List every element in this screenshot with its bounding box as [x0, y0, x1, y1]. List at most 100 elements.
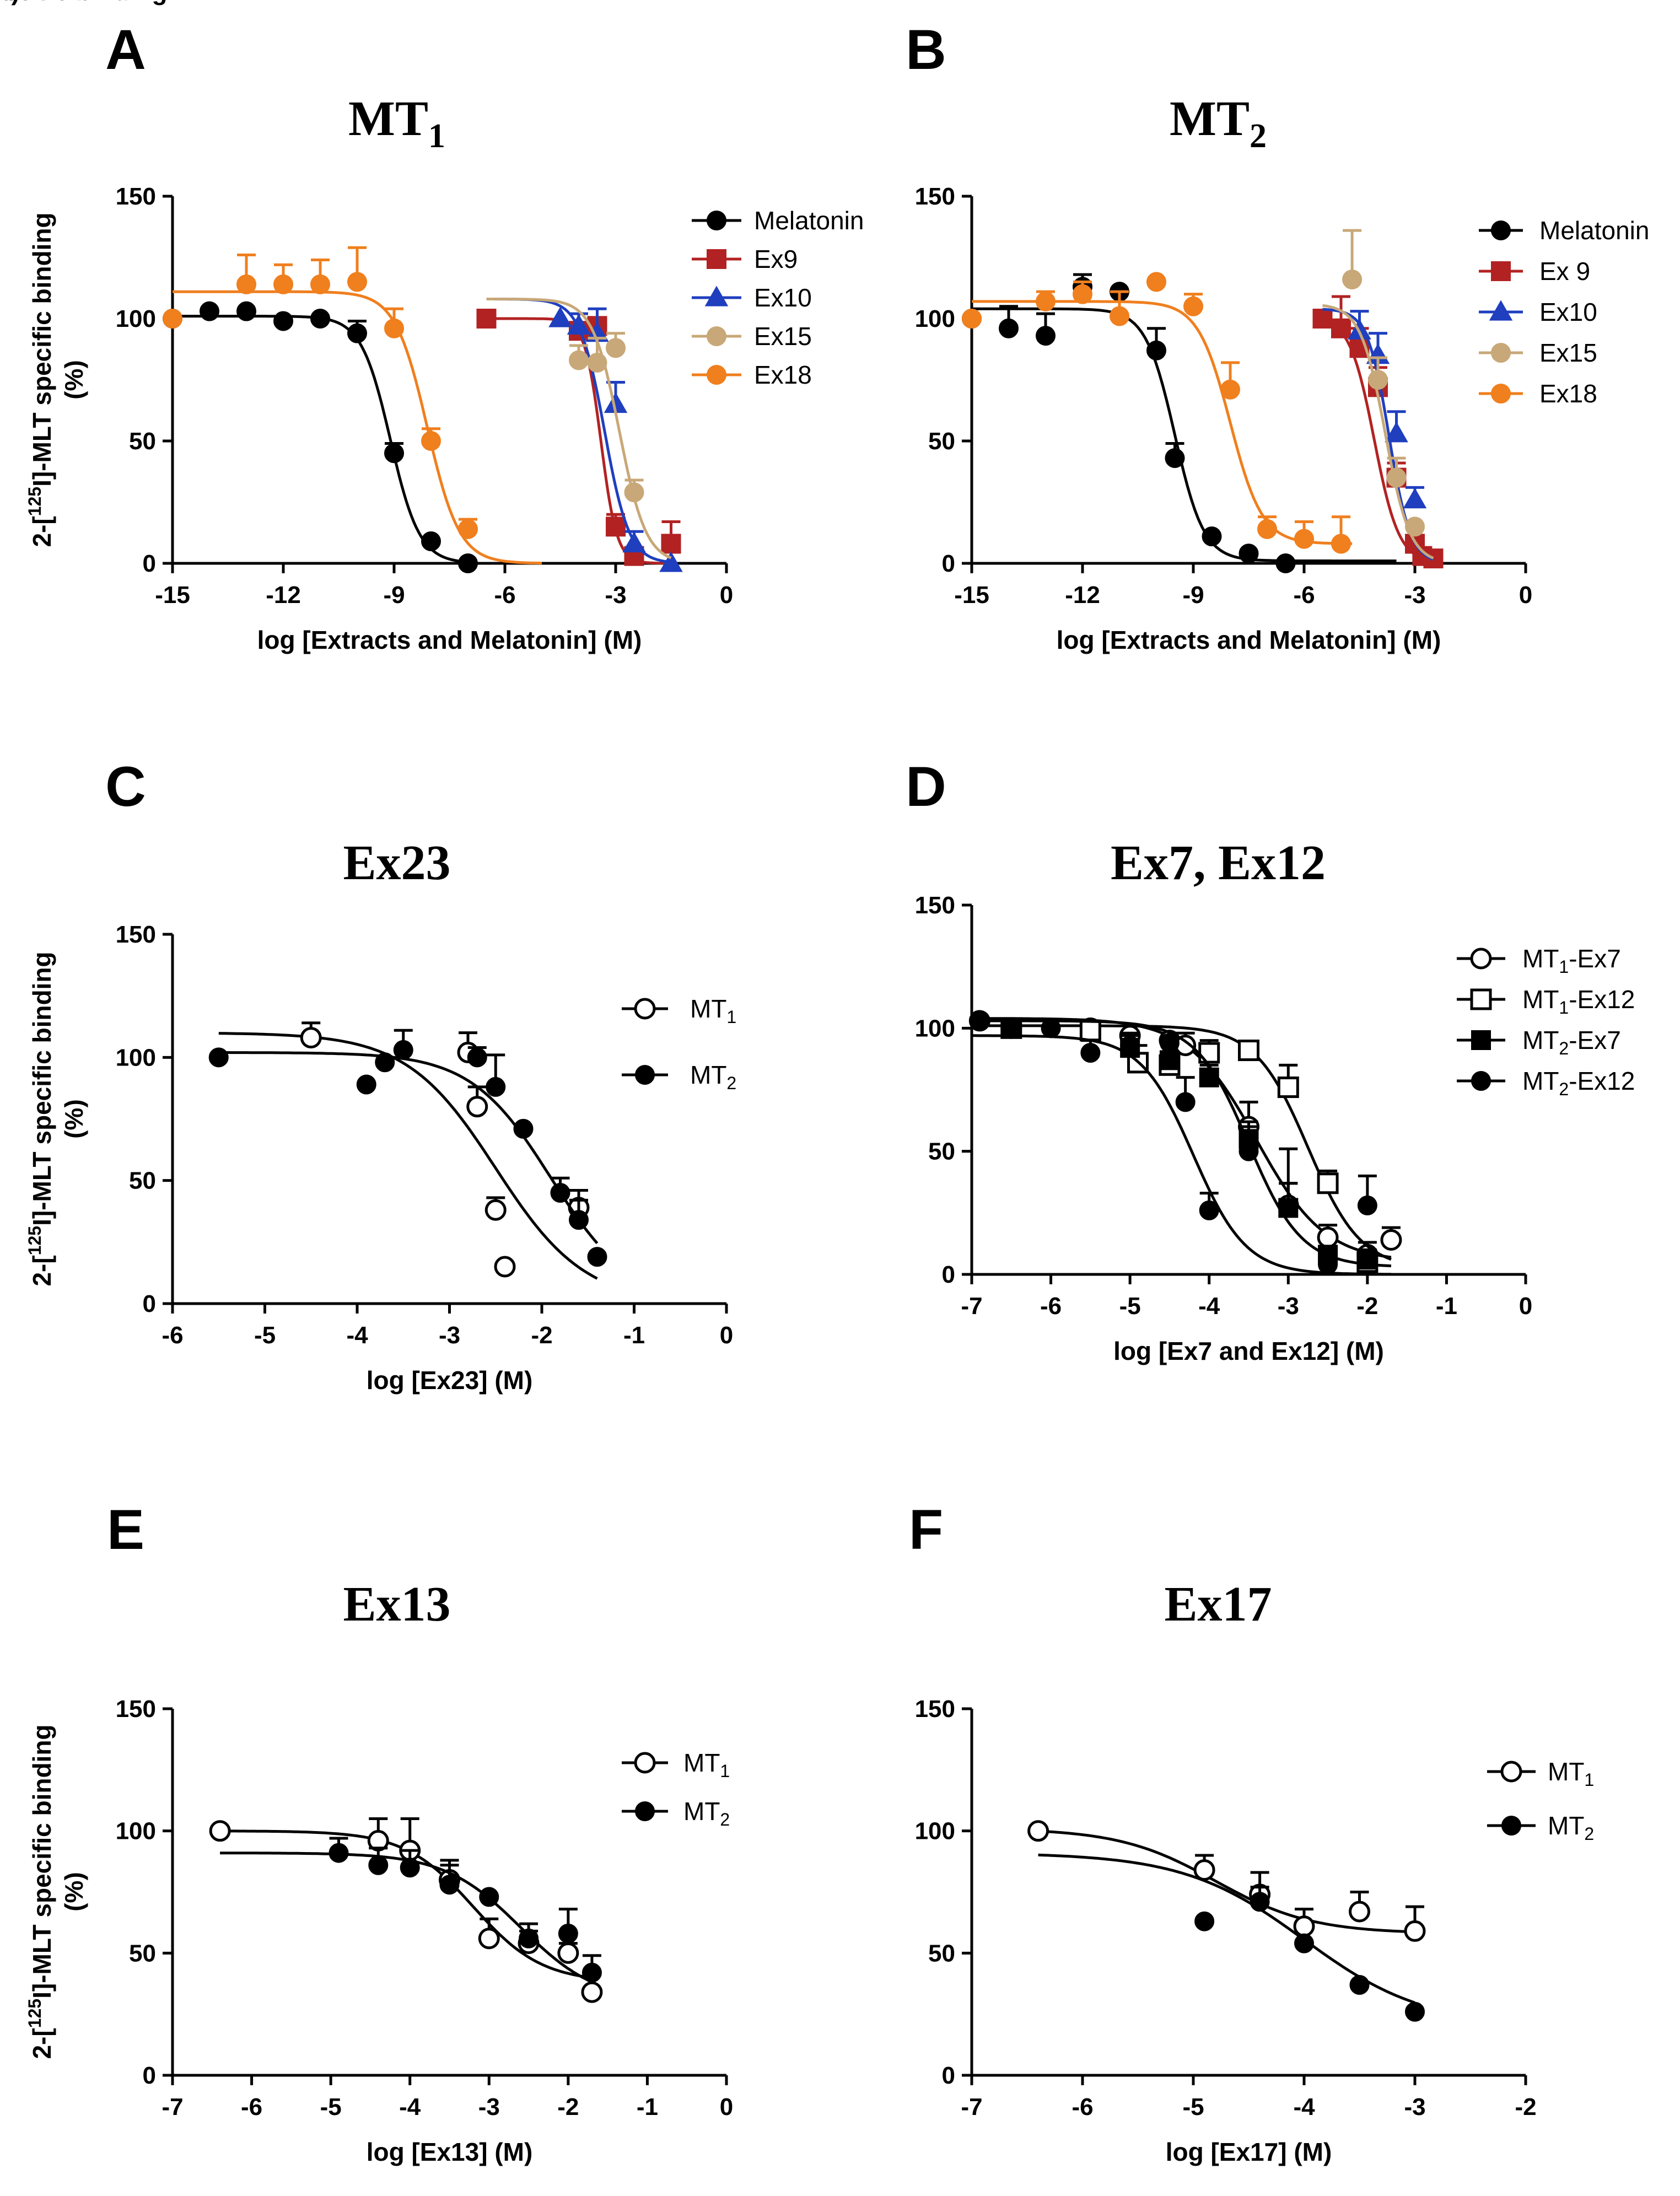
legend-label-subscript: 2 [1584, 1824, 1594, 1844]
legend-marker [1471, 1071, 1491, 1091]
data-point [479, 1887, 499, 1907]
data-point [439, 1875, 460, 1895]
legend-label-pre: MT [683, 1797, 720, 1826]
legend-label: MT1 [690, 994, 736, 1027]
y-axis-label: 2-[125I]-MLT specific binding [25, 951, 56, 1286]
y-tick-label: 0 [942, 1261, 955, 1288]
y-tick-label: 100 [915, 1015, 955, 1042]
data-point [606, 516, 626, 537]
legend-label-post: -Ex12 [1569, 1067, 1635, 1095]
data-point [1357, 1195, 1377, 1215]
data-point [458, 553, 478, 573]
y-tick-label: 50 [928, 1138, 955, 1165]
chart-title-subscript: 2 [1250, 117, 1267, 155]
legend-label-subscript: 1 [1559, 957, 1569, 977]
legend-marker [707, 211, 726, 230]
y-tick-label: 150 [915, 1696, 955, 1723]
data-point [476, 309, 497, 329]
data-point [1250, 1892, 1270, 1912]
legend-label: MT2 [1548, 1811, 1594, 1844]
y-tick-label: 50 [129, 1167, 156, 1194]
legend-marker [707, 249, 726, 269]
y-tick-label: 150 [915, 892, 955, 919]
legend-marker [634, 1752, 656, 1774]
fit-curve [972, 1034, 1391, 1276]
data-point [200, 301, 219, 321]
data-point [310, 309, 330, 329]
data-point [659, 551, 683, 572]
data-point [1405, 516, 1425, 537]
legend-label-subscript: 2 [1559, 1038, 1569, 1058]
data-point [466, 1096, 488, 1118]
legend-entry: Ex10 [692, 283, 812, 312]
legend-marker [1491, 220, 1511, 240]
panel-letter: F [909, 1498, 943, 1561]
series-mt1 [1027, 1820, 1426, 1942]
data-point [347, 323, 367, 343]
legend-entry: MT1 [622, 994, 736, 1027]
x-tick-label: -5 [1182, 2093, 1204, 2120]
data-point [548, 306, 572, 327]
legend-label-post: -Ex7 [1569, 944, 1621, 973]
fit-curve [1322, 304, 1434, 559]
fit-curve [972, 307, 1397, 563]
data-point [393, 1040, 413, 1060]
legend-entry: MT1 [1487, 1757, 1594, 1790]
legend-label-subscript: 1 [720, 1761, 730, 1781]
data-point [1036, 326, 1056, 346]
fit-curve [486, 298, 672, 559]
legend-marker [1501, 1816, 1521, 1836]
x-tick-label: -6 [1293, 582, 1315, 609]
legend-entry: Melatonin [692, 206, 864, 235]
data-point [400, 1858, 420, 1878]
data-point [478, 1928, 500, 1950]
fit-curve [1038, 1829, 1415, 1934]
data-point [1293, 1915, 1315, 1937]
legend-label: Ex 9 [1539, 257, 1590, 286]
data-point [1159, 1050, 1180, 1070]
panel-letter: E [107, 1498, 144, 1561]
data-point [661, 534, 681, 554]
y-axis-label-post: I]-MLT specific binding [0, 0, 168, 6]
series-mt1 [218, 1021, 598, 1280]
data-point [581, 1981, 603, 2003]
x-tick-label: -2 [1356, 1293, 1378, 1320]
fit-curve [972, 300, 1353, 545]
series-ex15 [1322, 229, 1434, 559]
legend-label-pre: MT [1548, 1757, 1584, 1786]
legend-label-pre: MT [1522, 1067, 1559, 1095]
legend-marker [635, 1065, 655, 1085]
legend-label: MT2 [690, 1061, 736, 1093]
data-point [273, 274, 293, 294]
data-point [1165, 448, 1185, 469]
data-point [567, 314, 591, 335]
legend-label: MT1 [1548, 1757, 1594, 1790]
y-tick-label: 100 [915, 1818, 955, 1845]
panel-letter: C [105, 755, 146, 818]
data-point [368, 1855, 389, 1875]
data-point [1036, 291, 1056, 311]
legend-label-pre: MT [690, 1061, 726, 1089]
legend-marker [1489, 300, 1513, 321]
y-axis-label-superscript: 125 [25, 1999, 45, 2028]
x-tick-label: -7 [961, 2093, 982, 2120]
panel-letter: D [906, 755, 946, 818]
legend-marker [1471, 1030, 1491, 1050]
data-point [1294, 1933, 1314, 1953]
y-tick-label: 0 [143, 1290, 156, 1317]
x-tick-label: -9 [383, 582, 405, 609]
data-point [209, 1820, 231, 1842]
chart-panel-c: C Ex23 0 50 100 150 -6 -5 -4 -3 -2 -1 0 log [Ex23] (M… [25, 755, 736, 1395]
y-tick-label: 100 [116, 305, 156, 332]
data-point [1386, 467, 1407, 488]
y-tick-label: 100 [116, 1818, 156, 1845]
data-point [1199, 1200, 1219, 1220]
data-point [236, 301, 256, 321]
y-axis-label: 2-[125I]-MLT specific binding [25, 212, 56, 547]
data-point [356, 1074, 376, 1095]
legend-label: Melatonin [754, 206, 864, 235]
legend-label-pre: MT [1522, 985, 1559, 1014]
data-point [519, 1928, 539, 1949]
x-axis-label: log [Extracts and Melatonin] (M) [1057, 626, 1441, 654]
data-point [1193, 1859, 1215, 1881]
